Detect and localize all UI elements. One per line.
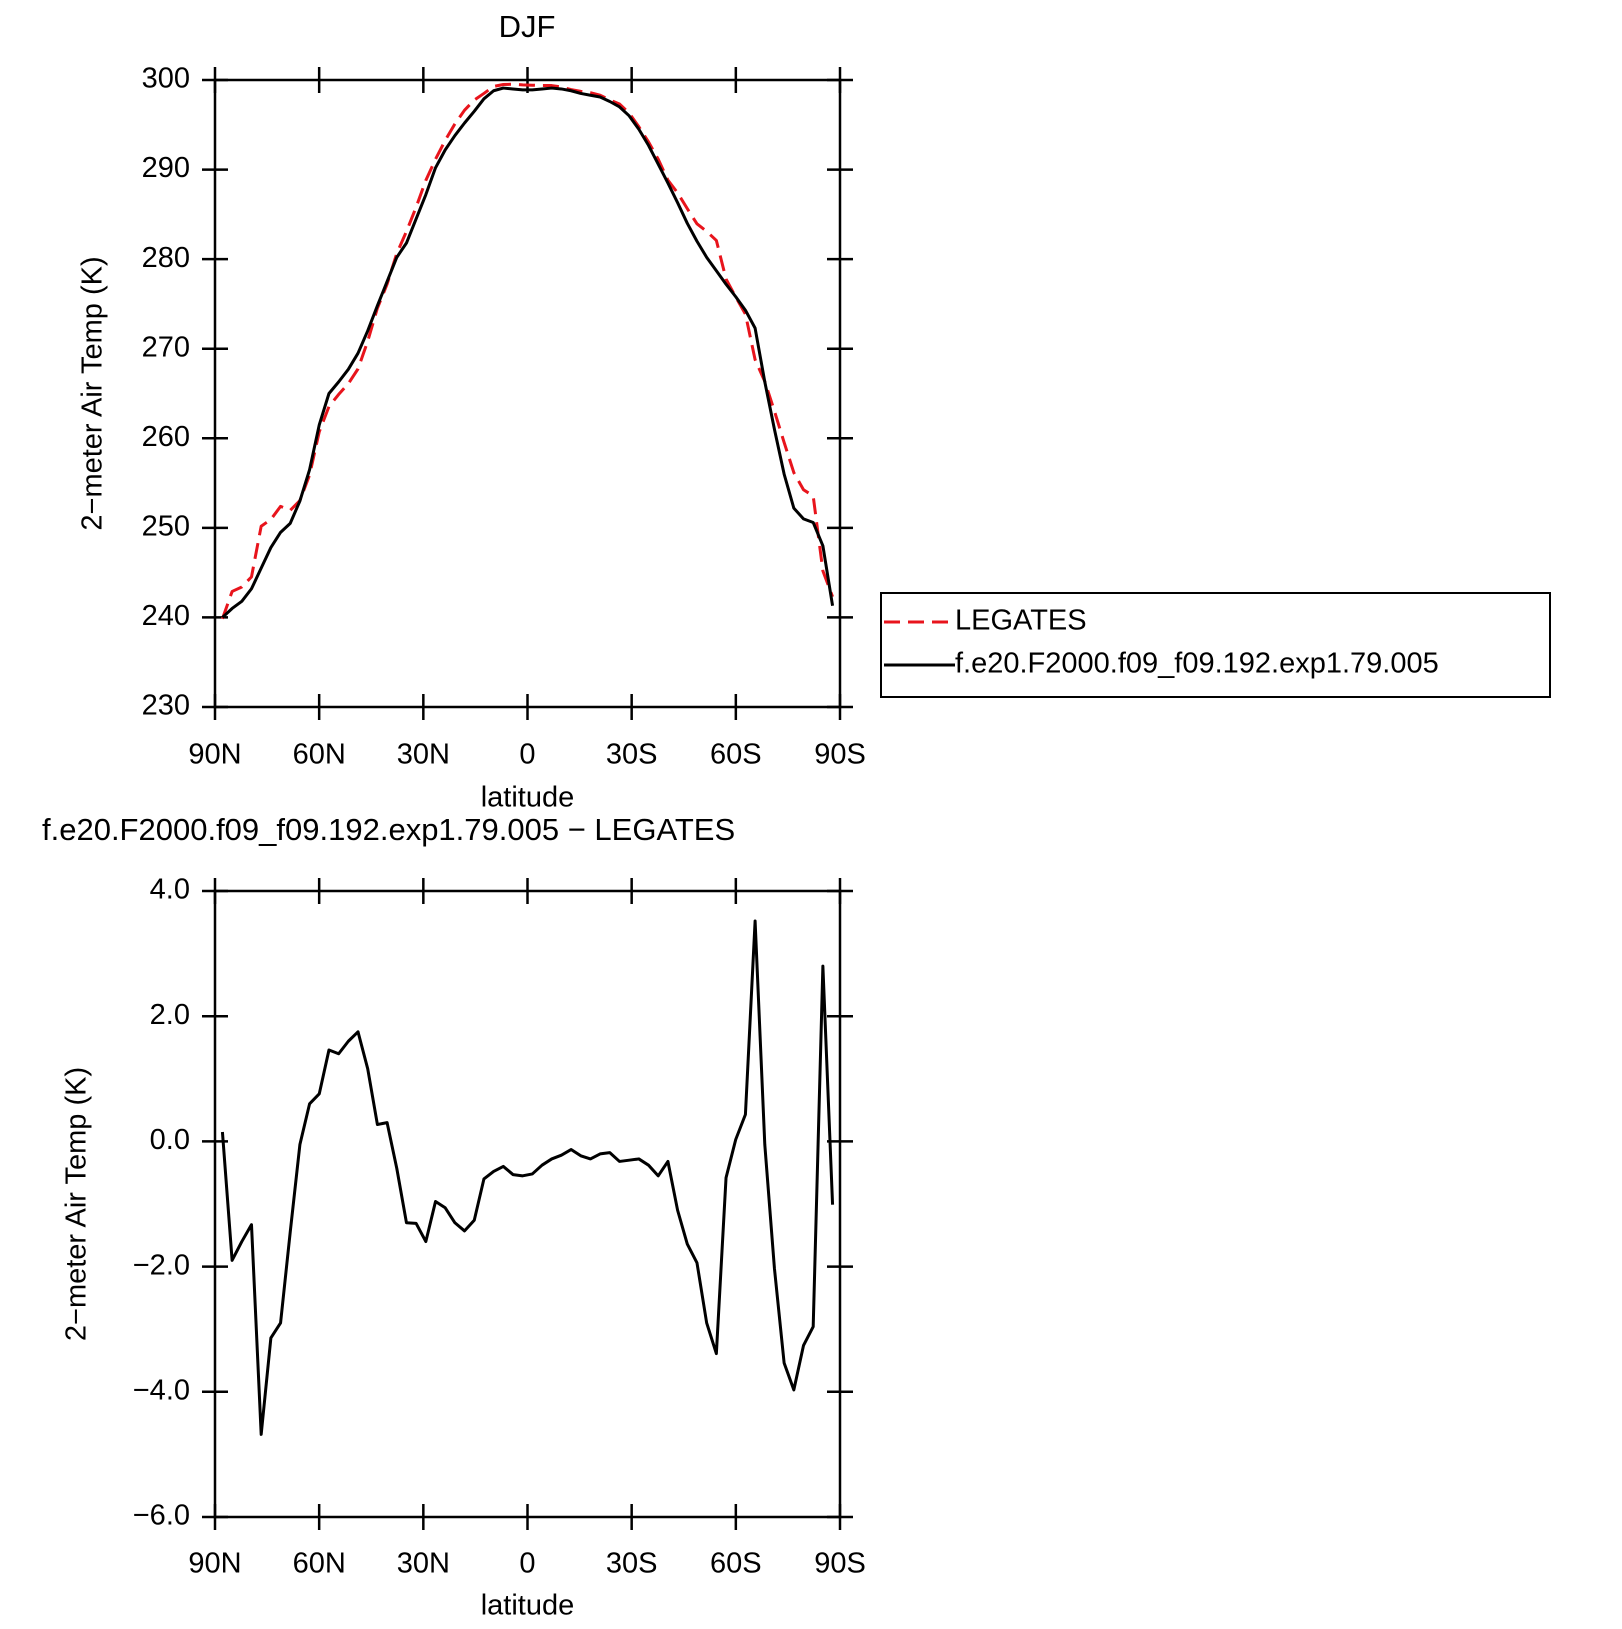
x-tick-label: 0 xyxy=(519,1548,535,1580)
y-axis-label: 2−meter Air Temp (K) xyxy=(77,256,109,530)
x-axis-label: latitude xyxy=(481,1590,575,1622)
chart-title: f.e20.F2000.f09_f09.192.exp1.79.005 − LE… xyxy=(42,812,735,847)
x-tick-label: 90S xyxy=(814,739,866,771)
x-axis-label: latitude xyxy=(481,782,575,814)
x-tick-label: 60S xyxy=(710,739,762,771)
chart-title: DJF xyxy=(499,9,556,44)
x-tick-label: 90N xyxy=(188,739,241,771)
data-line xyxy=(221,86,835,619)
legend-label: f.e20.F2000.f09_f09.192.exp1.79.005 xyxy=(955,648,1439,680)
x-tick-label: 30N xyxy=(397,1548,450,1580)
x-tick-label: 30N xyxy=(397,739,450,771)
data-line xyxy=(221,82,834,620)
plot-frame xyxy=(213,78,842,709)
legend-box xyxy=(880,592,1551,698)
legend-label: LEGATES xyxy=(955,605,1087,637)
x-tick-label: 0 xyxy=(519,739,535,771)
x-tick-label: 90S xyxy=(814,1548,866,1580)
y-tick-label: 4.0 xyxy=(150,874,190,906)
y-tick-label: 270 xyxy=(142,331,190,363)
x-tick-label: 60N xyxy=(293,1548,346,1580)
x-tick-label: 60N xyxy=(293,739,346,771)
plot-frame xyxy=(213,889,842,1519)
y-axis-label: 2−meter Air Temp (K) xyxy=(61,1067,93,1341)
x-tick-label: 30S xyxy=(606,739,658,771)
x-tick-label: 60S xyxy=(710,1548,762,1580)
data-line xyxy=(220,919,835,1436)
x-tick-label: 90N xyxy=(188,1548,241,1580)
y-tick-label: 0.0 xyxy=(150,1124,190,1156)
y-tick-label: 280 xyxy=(142,242,190,274)
y-tick-label: 260 xyxy=(142,421,190,453)
y-tick-label: 240 xyxy=(142,600,190,632)
y-tick-label: 2.0 xyxy=(150,999,190,1031)
y-tick-label: 230 xyxy=(142,690,190,722)
x-tick-label: 30S xyxy=(606,1548,658,1580)
y-tick-label: 290 xyxy=(142,152,190,184)
y-tick-label: 300 xyxy=(142,63,190,95)
y-tick-label: −4.0 xyxy=(133,1374,190,1406)
y-tick-label: −2.0 xyxy=(133,1249,190,1281)
y-tick-label: −6.0 xyxy=(133,1500,190,1532)
y-tick-label: 250 xyxy=(142,511,190,543)
